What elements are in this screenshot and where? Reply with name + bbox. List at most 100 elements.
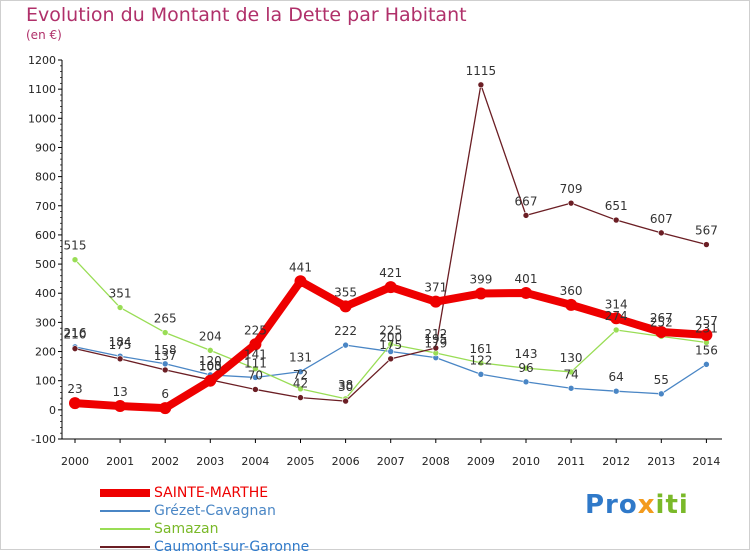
data-point-sainte-marthe [339,300,352,313]
data-point-sainte-marthe [655,326,668,339]
data-label-caumont-sur-garonne: 651 [605,199,628,213]
data-label-sainte-marthe: 267 [650,311,673,325]
data-label-caumont-sur-garonne: 709 [560,182,583,196]
data-label-gr-zet-cavagnan: 222 [334,324,357,338]
data-point-caumont-sur-garonne [657,229,665,237]
data-point-caumont-sur-garonne [342,397,349,405]
legend-label-samazan: Samazan [154,521,219,537]
data-label-samazan: 143 [515,347,538,361]
data-label-caumont-sur-garonne: 70 [248,368,263,382]
data-label-sainte-marthe: 225 [244,323,267,337]
data-point-caumont-sur-garonne [387,355,395,363]
data-point-samazan [387,340,395,348]
data-point-caumont-sur-garonne [432,344,440,352]
data-label-samazan: 515 [64,239,87,253]
data-point-gr-zet-cavagnan [477,370,485,378]
y-tick-label: 900 [35,141,56,154]
data-point-samazan [161,329,169,336]
data-label-gr-zet-cavagnan: 111 [244,356,267,370]
data-label-samazan: 274 [605,309,628,323]
data-label-caumont-sur-garonne: 667 [515,194,538,208]
data-label-caumont-sur-garonne: 175 [109,338,132,352]
data-label-caumont-sur-garonne: 567 [695,224,718,238]
data-label-sainte-marthe: 6 [161,387,169,401]
data-label-sainte-marthe: 314 [605,297,628,311]
data-label-gr-zet-cavagnan: 179 [424,337,447,351]
data-point-gr-zet-cavagnan [342,341,349,349]
data-point-samazan [567,368,575,376]
chart-unit: (en €) [26,28,62,42]
y-tick-label: 0 [49,404,56,417]
y-tick-label: 700 [35,200,56,213]
data-label-gr-zet-cavagnan: 131 [289,351,312,365]
data-label-samazan: 130 [560,351,583,365]
data-point-caumont-sur-garonne [522,212,530,219]
y-tick-label: 600 [35,229,56,242]
x-tick-label: 2000 [61,455,89,468]
data-label-samazan: 38 [338,378,353,392]
data-labels: 216 184 158 120 111 131 222 200 179 122 96 74 64 55 15… [64,64,718,401]
data-point-caumont-sur-garonne [161,366,169,374]
data-label-gr-zet-cavagnan: 216 [64,326,87,340]
data-point-caumont-sur-garonne [703,241,710,248]
data-point-gr-zet-cavagnan [252,374,259,381]
data-point-caumont-sur-garonne [477,81,485,89]
data-point-sainte-marthe [249,338,262,351]
chart-axes: -100 0 100 200 300 400 500 600 700 800 900 1000 1100… [28,54,722,468]
data-point-samazan [612,326,620,334]
data-label-sainte-marthe: 421 [379,266,402,280]
data-label-sainte-marthe: 399 [469,273,492,287]
data-label-gr-zet-cavagnan: 158 [154,343,177,357]
x-tick-label: 2011 [557,455,585,468]
data-label-caumont-sur-garonne: 607 [650,212,673,226]
data-label-samazan: 265 [154,312,177,326]
data-point-samazan [116,304,124,311]
proxiti-logo: Proxiti [585,490,689,520]
data-label-samazan: 141 [244,348,267,362]
y-tick-label: 800 [35,171,56,184]
data-label-caumont-sur-garonne: 210 [64,328,87,342]
y-tick-label: 300 [35,316,56,329]
data-label-sainte-marthe: 441 [289,260,312,274]
data-point-sainte-marthe [565,298,578,311]
data-point-gr-zet-cavagnan [522,378,530,386]
y-tick-label: 200 [35,346,56,359]
x-tick-label: 2013 [647,455,675,468]
legend-label-sainte-marthe: SAINTE-MARTHE [154,485,269,501]
legend-swatch-sainte-marthe [100,489,150,497]
data-point-samazan [207,347,214,354]
y-tick-label: 1200 [28,54,56,67]
data-point-gr-zet-cavagnan [612,387,620,395]
data-point-sainte-marthe [159,402,172,415]
x-tick-label: 2008 [422,455,450,468]
data-label-caumont-sur-garonne: 137 [154,349,177,363]
data-point-samazan [252,365,259,373]
data-point-samazan [71,256,79,264]
y-tick-label: -100 [31,433,56,446]
data-point-caumont-sur-garonne [252,386,259,393]
data-label-gr-zet-cavagnan: 74 [563,367,578,381]
x-tick-label: 2014 [692,455,720,468]
y-tick-label: 100 [35,375,56,388]
data-point-sainte-marthe [520,286,532,299]
x-tick-label: 2012 [602,455,630,468]
data-point-samazan [297,385,304,393]
data-label-sainte-marthe: 371 [424,281,447,295]
data-label-gr-zet-cavagnan: 55 [654,373,669,387]
x-tick-label: 2005 [287,455,315,468]
data-point-gr-zet-cavagnan [657,390,665,398]
data-point-sainte-marthe [114,400,127,413]
data-label-samazan: 351 [109,287,132,301]
chart-title: Evolution du Montant de la Dette par Hab… [26,4,467,26]
data-label-caumont-sur-garonne: 103 [199,359,222,373]
data-label-samazan: 225 [379,323,402,337]
data-point-gr-zet-cavagnan [297,368,304,375]
x-tick-label: 2010 [512,455,540,468]
data-label-samazan: 252 [650,315,673,329]
data-label-caumont-sur-garonne: 42 [293,377,308,391]
data-point-caumont-sur-garonne [567,199,575,207]
data-point-sainte-marthe [384,281,397,294]
data-point-caumont-sur-garonne [71,345,79,352]
data-label-gr-zet-cavagnan: 120 [199,354,222,368]
data-point-samazan [477,359,485,367]
